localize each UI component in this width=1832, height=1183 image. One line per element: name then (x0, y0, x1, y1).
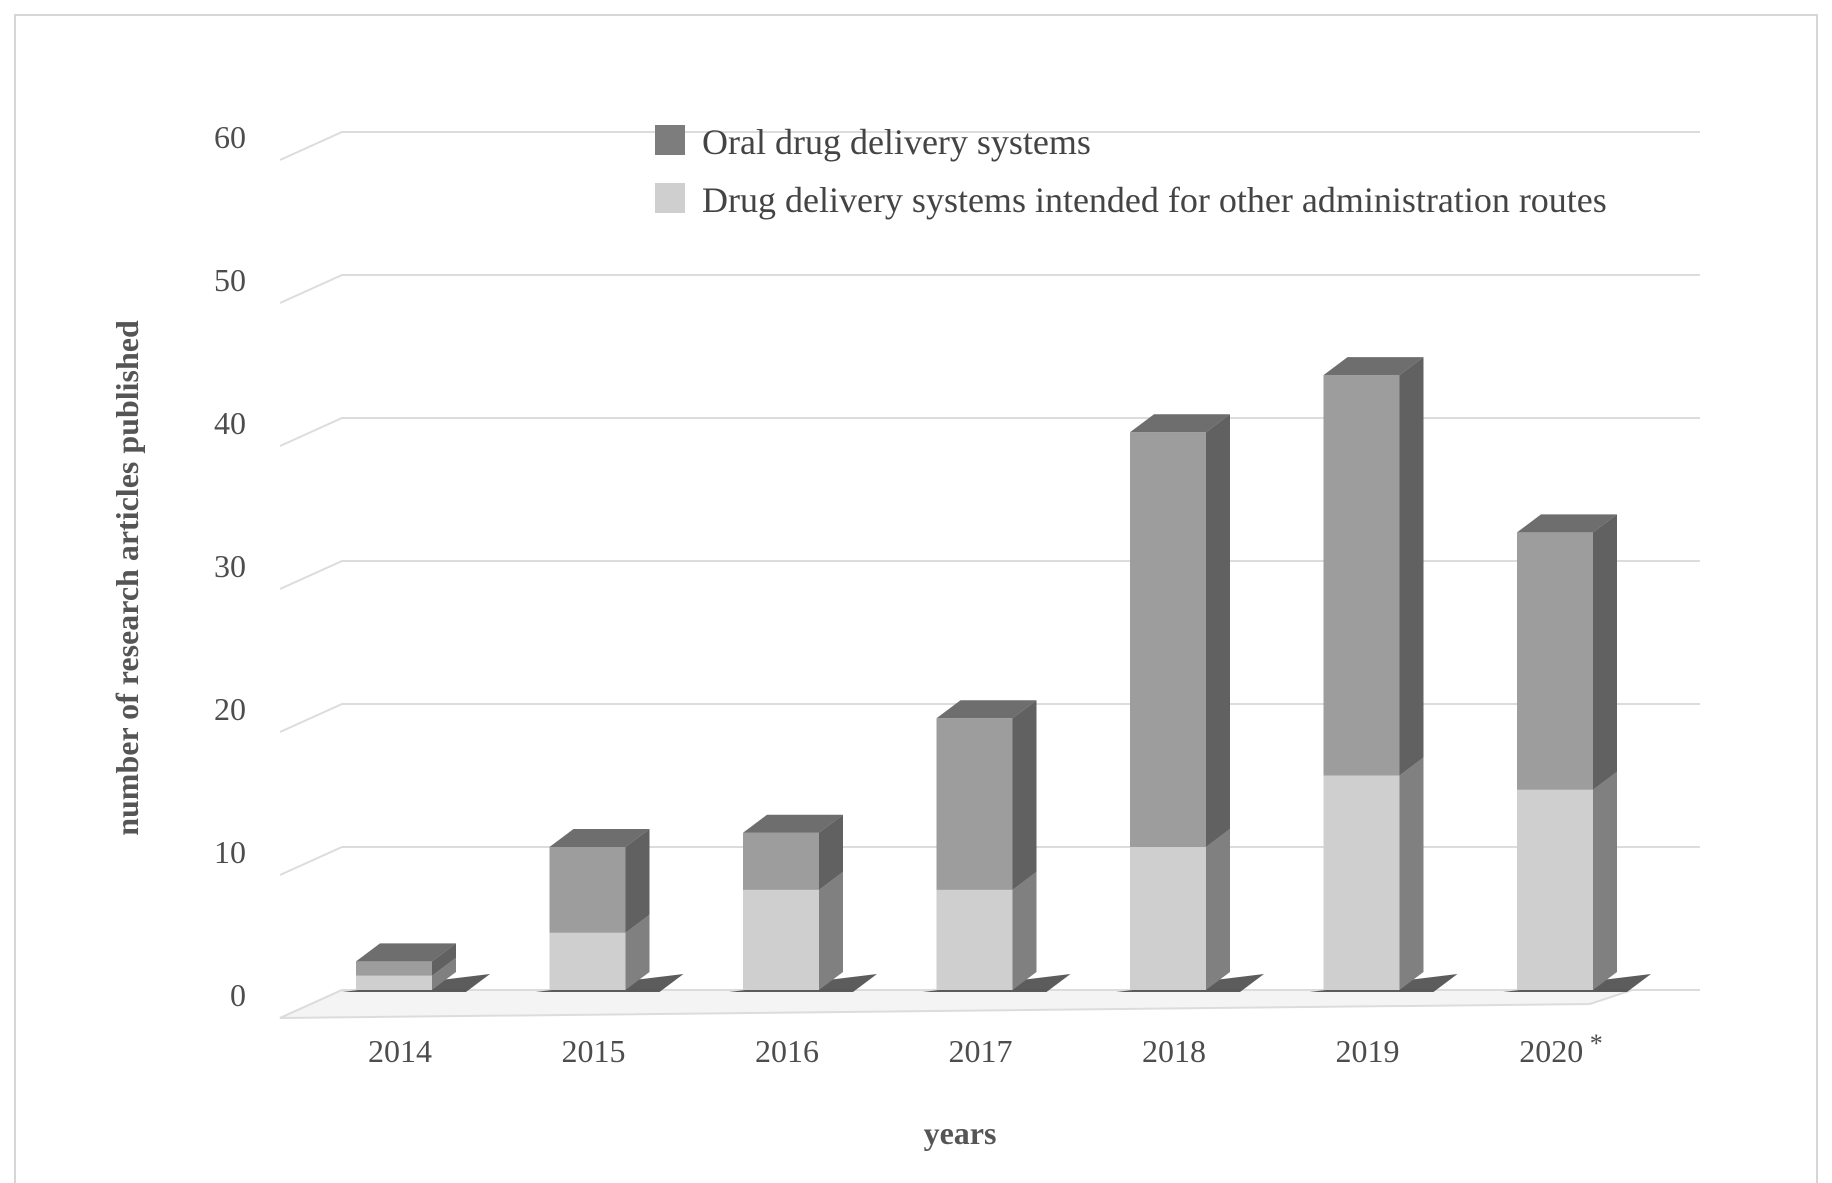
gridline (279, 560, 1700, 590)
y-tick-label: 60 (214, 119, 246, 155)
bar-segment (936, 871, 1037, 990)
bar-side (1399, 357, 1424, 776)
bar-top (1323, 357, 1424, 376)
bar-side (1206, 829, 1230, 990)
bar-front (1323, 775, 1400, 990)
bar-front (936, 889, 1013, 990)
y-tick-label: 40 (214, 405, 246, 441)
bar-front (743, 832, 819, 890)
bar-side (819, 814, 843, 890)
y-axis-ticks: 0 10 20 30 40 50 60 (214, 119, 246, 1013)
x-tick-label: 2015 (562, 1033, 626, 1069)
legend-item: Drug delivery systems intended for other… (655, 180, 1607, 220)
bar-top (1517, 514, 1617, 533)
bar-top (936, 700, 1037, 719)
x-tick-label: 2019 (1336, 1033, 1400, 1069)
x-axis-title: years (924, 1115, 997, 1151)
bar-segment (1517, 514, 1617, 790)
bar-top (549, 829, 650, 847)
floor-plane (279, 989, 1633, 1019)
bar-side (625, 914, 650, 990)
bar-side (819, 871, 843, 990)
bars (342, 357, 1651, 992)
x-tick-label: 2014 (368, 1033, 432, 1069)
bar-side (1012, 871, 1037, 990)
bar-front (356, 975, 432, 990)
bar-top (743, 814, 843, 833)
gridline (279, 274, 1700, 304)
x-tick-label: 2018 (1142, 1033, 1206, 1069)
bar-side (1399, 757, 1424, 990)
gridline (279, 131, 1700, 161)
bar-front (1517, 532, 1593, 790)
y-tick-label: 30 (214, 548, 246, 584)
bar-segment (743, 814, 843, 890)
bar-segment (1323, 757, 1424, 990)
y-tick-label: 50 (214, 262, 246, 298)
bar-segment (936, 700, 1037, 890)
bar-segment (1517, 771, 1617, 990)
x-tick-label: 2016 (755, 1033, 819, 1069)
bar-segment (356, 943, 456, 976)
bar-top (1130, 414, 1230, 433)
bar-segment (1130, 829, 1230, 990)
bar-side (432, 957, 456, 990)
legend: Oral drug delivery systems Drug delivery … (655, 122, 1607, 220)
gridline (279, 703, 1700, 733)
legend-swatch (655, 183, 685, 213)
bar-segment (549, 914, 650, 990)
x-axis-ticks: 2014 2015 2016 2017 2018 2019 2020 * (368, 1029, 1603, 1069)
x-tick-label: 2020 * (1519, 1029, 1603, 1069)
x-tick-note: * (1583, 1029, 1603, 1058)
y-axis-title: number of research articles published (109, 320, 145, 836)
legend-label: Oral drug delivery systems (702, 122, 1091, 162)
bar-top (356, 943, 456, 962)
x-tick-label: 2017 (949, 1033, 1013, 1069)
legend-label: Drug delivery systems intended for other… (702, 180, 1607, 220)
y-tick-label: 0 (230, 977, 246, 1013)
bar-side (1012, 700, 1037, 890)
bar-front (1130, 847, 1206, 990)
bar-side (625, 829, 650, 933)
bar-front (1130, 432, 1206, 847)
bar-segment (549, 829, 650, 933)
bar-front (356, 961, 432, 976)
bar-front (1323, 375, 1400, 776)
bar-side (1593, 771, 1617, 990)
bar-front (549, 847, 626, 933)
gridline (279, 417, 1700, 447)
bar-front (1517, 789, 1593, 990)
bar-segment (1323, 357, 1424, 776)
bar-front (743, 889, 819, 990)
bar-front (936, 718, 1013, 890)
y-tick-label: 10 (214, 834, 246, 870)
bar-side (1206, 414, 1230, 847)
bar-side (432, 943, 456, 976)
gridline (279, 846, 1700, 876)
legend-item: Oral drug delivery systems (655, 122, 1091, 162)
bar-segment (356, 957, 456, 990)
bar-segment (743, 871, 843, 990)
bar-side (1593, 514, 1617, 790)
legend-swatch (655, 125, 685, 155)
chart-floor (279, 989, 1633, 1019)
y-tick-label: 20 (214, 691, 246, 727)
bar-segment (1130, 414, 1230, 847)
bar-front (549, 932, 626, 990)
